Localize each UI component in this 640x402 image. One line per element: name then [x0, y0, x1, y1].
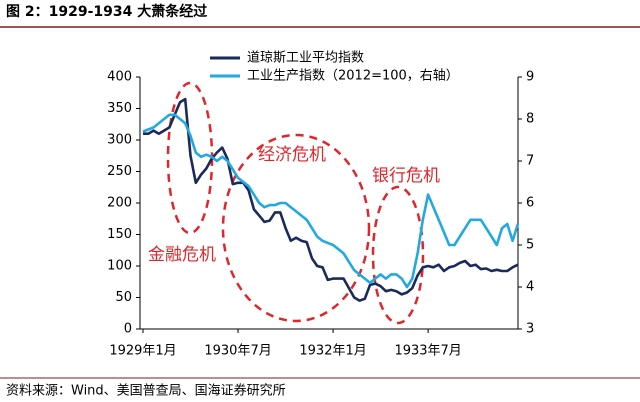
series-line	[142, 113, 520, 289]
y2-tick-label: 3	[526, 322, 534, 337]
annotation: 经济危机	[258, 145, 326, 165]
y-tick-label: 150	[107, 227, 132, 242]
y2-tick-label: 8	[526, 112, 534, 127]
y2-tick-label: 9	[526, 70, 534, 85]
legend-label: 工业生产指数（2012=100，右轴）	[247, 69, 459, 84]
y-tick-label: 200	[107, 196, 132, 211]
x-tick-label: 1930年7月	[204, 344, 271, 359]
chart-title: 图 2：1929-1934 大萧条经过	[6, 3, 207, 20]
annotation: 银行危机	[372, 166, 440, 186]
series-line	[143, 97, 519, 302]
crisis-ellipse	[221, 133, 371, 323]
source: 资料来源：Wind、美国普查局、国海证券研究所	[6, 383, 286, 399]
y-tick-label: 100	[107, 259, 132, 274]
crisis-ellipse	[371, 185, 425, 325]
y-tick-label: 250	[107, 164, 132, 179]
y2-tick-label: 5	[526, 238, 534, 253]
y-tick-label: 50	[115, 290, 132, 305]
x-tick-label: 1929年1月	[109, 344, 176, 359]
y2-tick-label: 4	[526, 280, 534, 295]
x-tick-label: 1932年1月	[299, 344, 366, 359]
y2-tick-label: 7	[526, 154, 534, 169]
y-tick-label: 300	[107, 133, 132, 148]
y-tick-label: 400	[107, 70, 132, 85]
y-tick-label: 0	[124, 322, 132, 337]
x-tick-label: 1933年7月	[394, 344, 461, 359]
legend-label: 道琼斯工业平均指数	[247, 51, 364, 66]
annotation: 金融危机	[148, 245, 216, 265]
y-tick-label: 350	[107, 101, 132, 116]
y2-tick-label: 6	[526, 196, 534, 211]
